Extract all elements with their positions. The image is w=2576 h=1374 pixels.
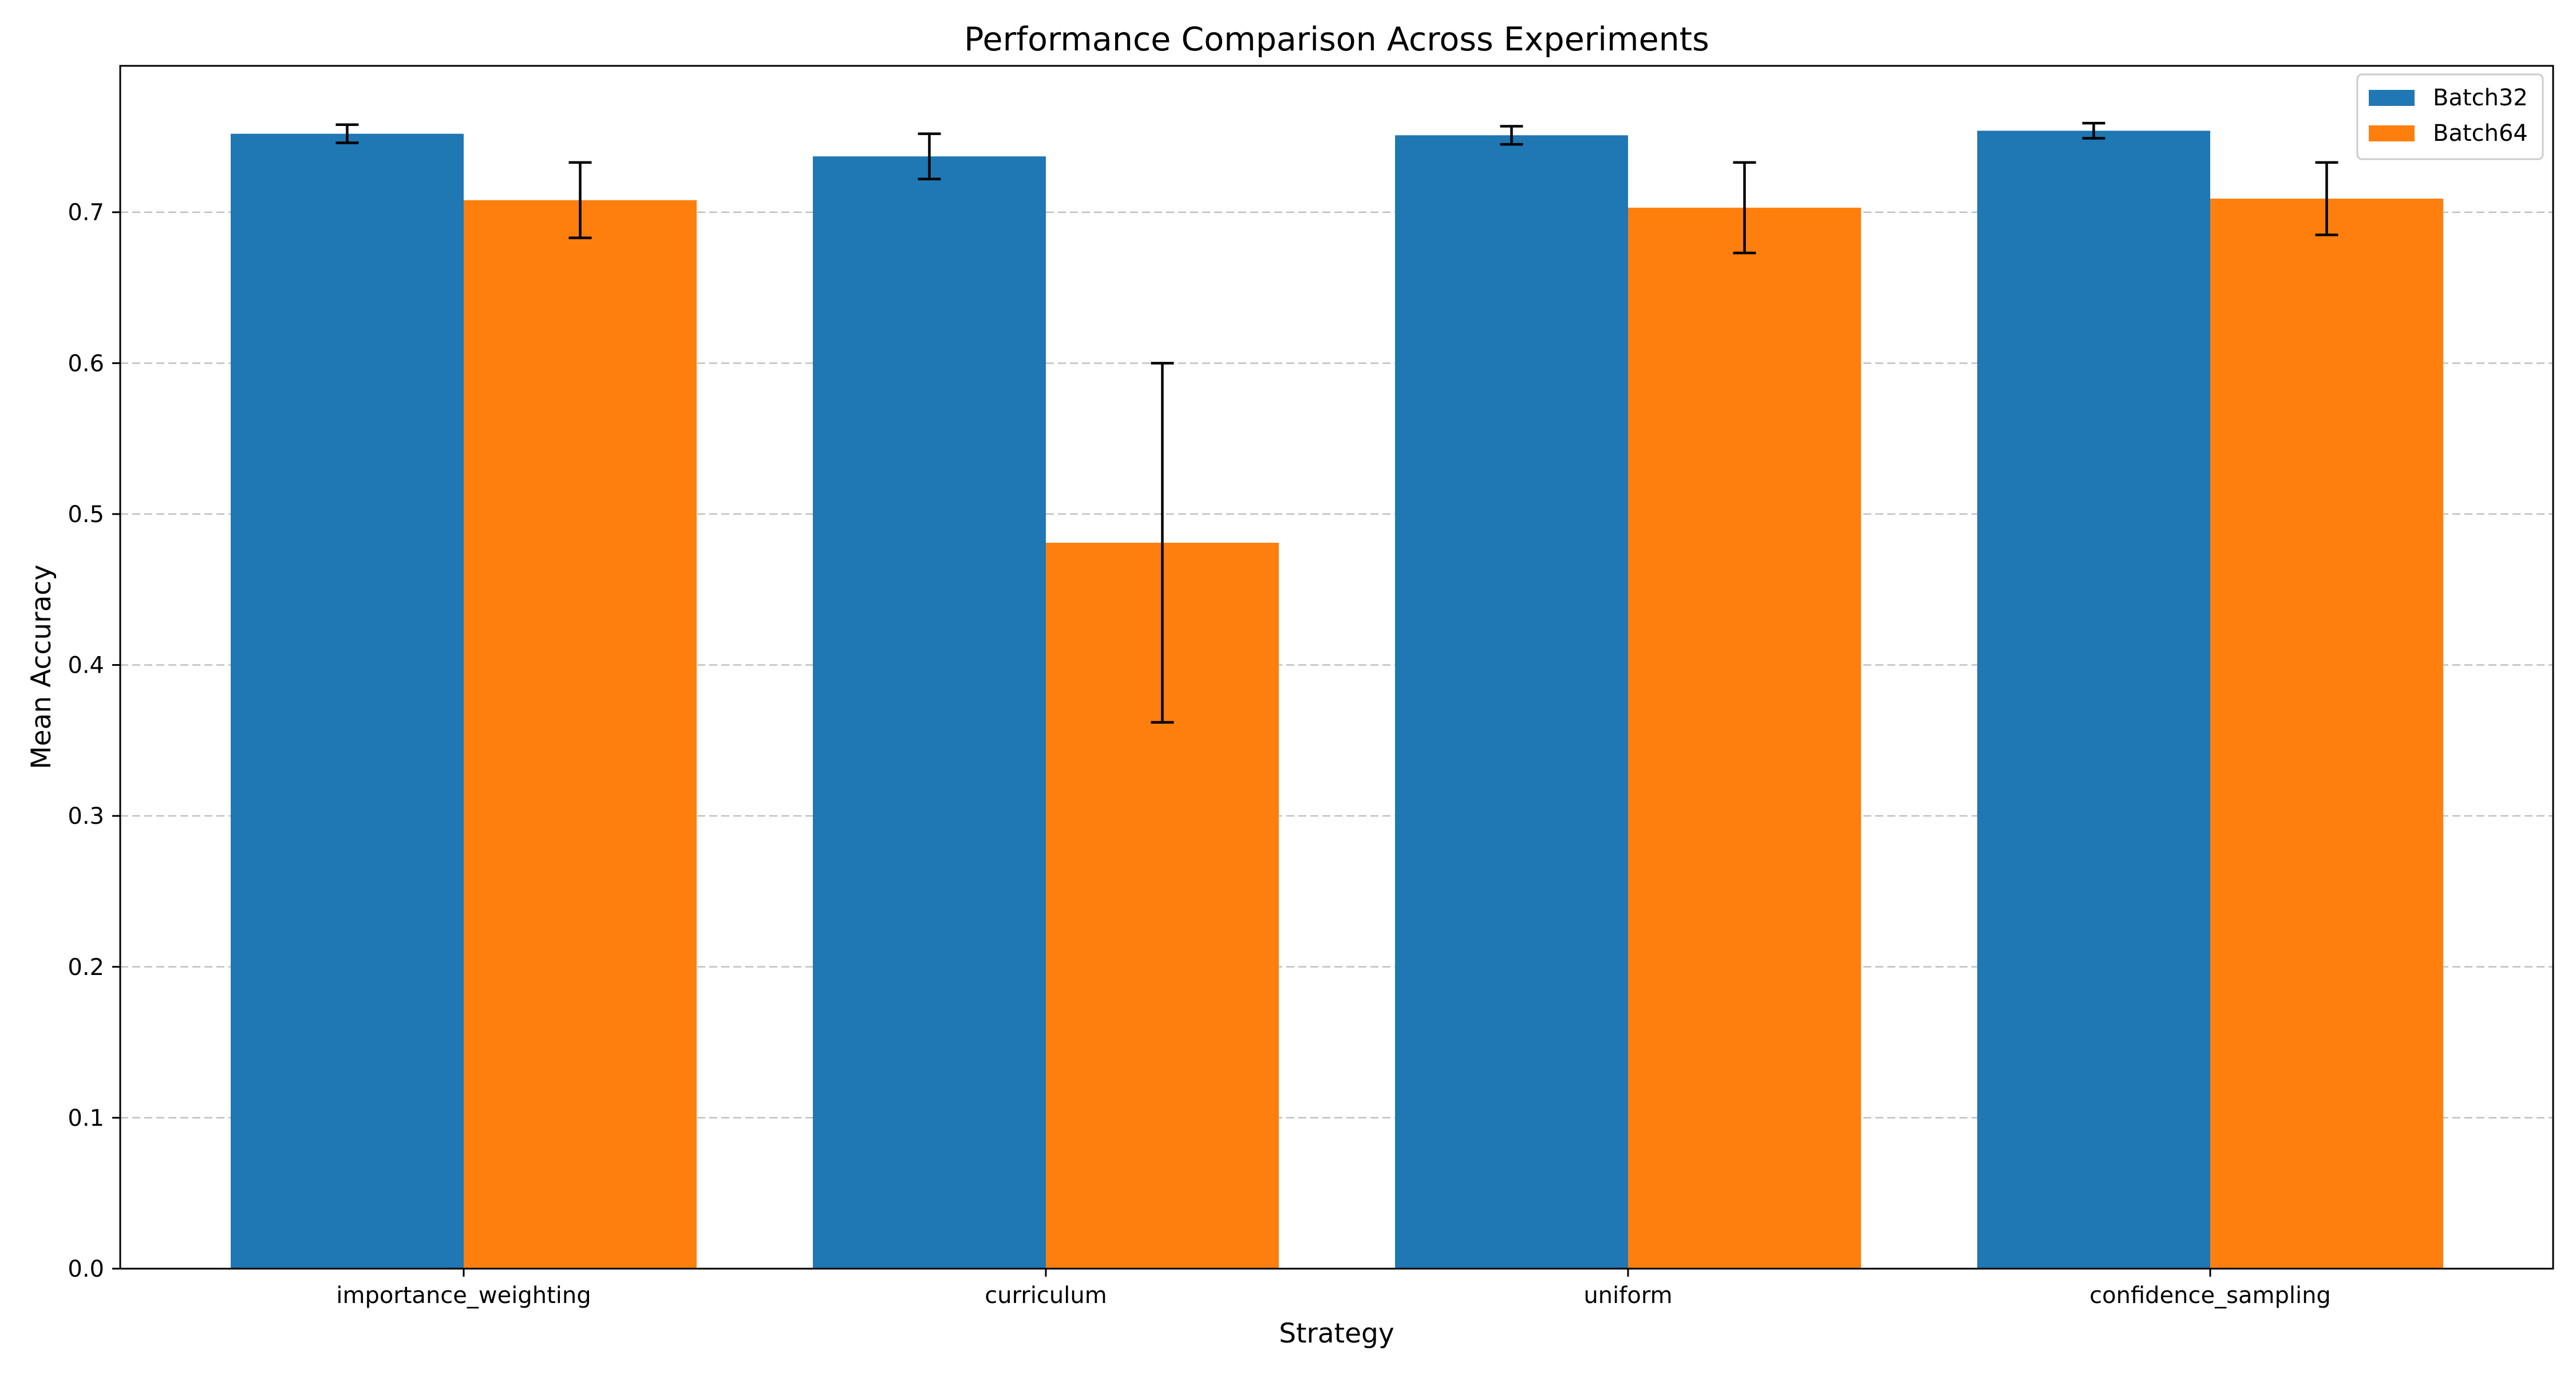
legend: Batch32 Batch64 — [2356, 73, 2544, 160]
chart-title: Performance Comparison Across Experiment… — [964, 21, 1709, 58]
legend-label-batch64: Batch64 — [2433, 120, 2528, 147]
y-tick-label: 0.3 — [68, 803, 104, 830]
y-tick-label: 0.7 — [68, 200, 104, 226]
y-tick-label: 0.2 — [68, 954, 104, 981]
y-tick-label: 0.1 — [68, 1105, 104, 1131]
y-tick-label: 0.5 — [68, 502, 104, 528]
bar-batch64-uniform — [1628, 207, 1861, 1269]
plot-frame — [119, 65, 2554, 1270]
bar-batch64-importance-weighting — [464, 200, 697, 1269]
bar-batch64-confidence-sampling — [2210, 198, 2443, 1269]
x-axis-ticks: importance_weighting curriculum uniform con… — [336, 1269, 2331, 1309]
x-tick-label: confidence_sampling — [2089, 1282, 2331, 1309]
legend-swatch-batch32 — [2369, 90, 2415, 106]
bar-batch32-importance-weighting — [231, 133, 464, 1269]
x-tick-label: uniform — [1583, 1282, 1672, 1309]
legend-label-batch32: Batch32 — [2433, 85, 2528, 111]
x-axis-title: Strategy — [1279, 1318, 1394, 1349]
x-tick-label: curriculum — [985, 1282, 1107, 1309]
error-bars — [335, 121, 2338, 724]
y-tick-label: 0.6 — [68, 350, 104, 377]
legend-swatch-batch64 — [2369, 125, 2415, 141]
bar-batch32-confidence-sampling — [1977, 131, 2210, 1269]
x-tick-label: importance_weighting — [336, 1282, 591, 1309]
y-tick-label: 0.4 — [68, 653, 104, 679]
bar-batch32-curriculum — [813, 156, 1046, 1269]
y-tick-label: 0.0 — [68, 1256, 104, 1282]
bar-batch32-uniform — [1395, 135, 1628, 1269]
y-axis-ticks: 0.0 0.1 0.2 0.3 0.4 0.5 0.6 0.7 — [68, 200, 120, 1282]
y-axis-title: Mean Accuracy — [26, 564, 57, 769]
bars — [231, 131, 2443, 1269]
